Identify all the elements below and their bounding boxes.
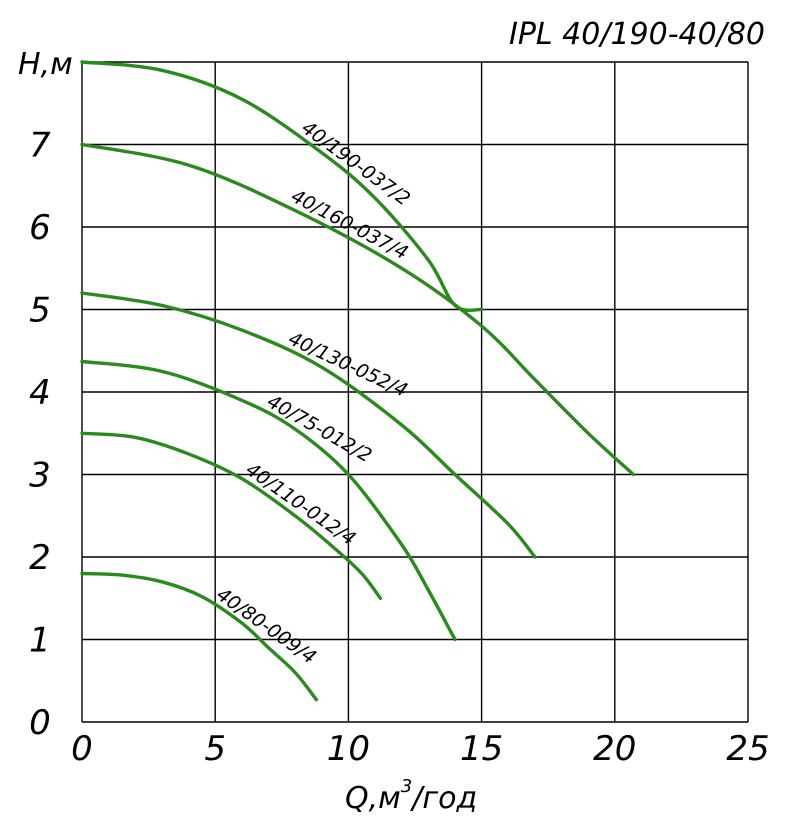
curve-40-190-037-2 [80,60,484,312]
y-tick-label: 3 [29,456,51,496]
chart-grid [81,61,749,723]
y-axis-title: Н,м [18,47,73,82]
x-tick-label: 0 [71,729,93,769]
x-tick-label: 15 [460,729,503,769]
curve-40-75-012-2 [80,359,457,642]
y-tick-label: 4 [29,373,51,413]
x-tick-label: 5 [204,729,226,769]
x-axis-title-base: Q,м [345,781,401,816]
y-axis-ticks: 0 1 2 3 4 5 6 7 [29,126,51,744]
x-axis-title: Q,м3/год [345,776,477,816]
y-tick-label: 1 [29,621,51,661]
curve-40-80-009-4 [80,571,319,702]
y-tick-label: 7 [29,126,51,166]
y-tick-label: 2 [29,538,51,578]
curve-label: 40/75-012/2 [263,390,375,467]
curve-label: 40/80-009/4 [212,584,320,669]
y-tick-label: 0 [29,703,51,743]
x-tick-label: 25 [726,729,769,769]
curve-40-160-037-4 [80,142,636,477]
chart-curves [80,60,636,702]
y-tick-label: 5 [29,291,51,331]
y-tick-label: 6 [29,208,51,248]
curve-label: 40/110-012/4 [242,459,360,551]
x-axis-ticks: 0 5 10 15 20 25 [71,729,769,769]
curve-40-110-012-4 [80,431,383,600]
x-tick-label: 10 [327,729,370,769]
x-tick-label: 20 [593,729,636,769]
chart-title: IPL 40/190-40/80 [509,17,765,52]
curve-40-130-052-4 [80,291,537,559]
x-axis-title-unit: /год [409,781,477,816]
x-axis-title-superscript: 3 [401,776,412,797]
